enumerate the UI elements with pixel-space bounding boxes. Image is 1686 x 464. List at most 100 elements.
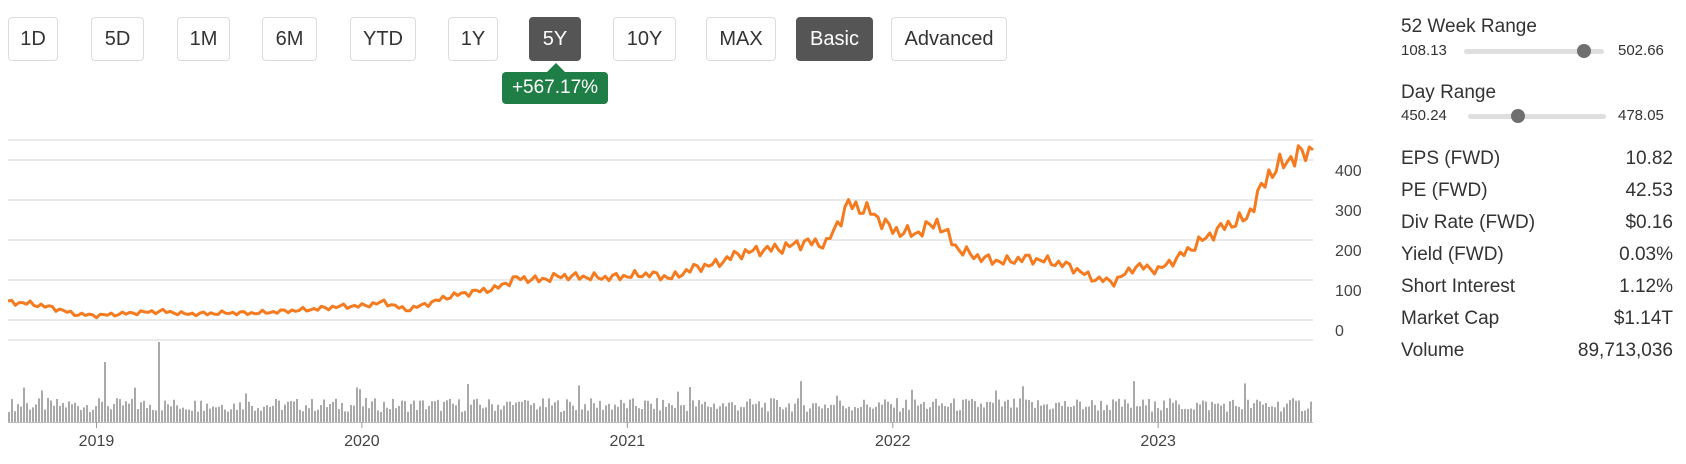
volume-bar [1283, 407, 1285, 422]
range-button-ytd[interactable]: YTD [350, 17, 416, 61]
volume-bar [539, 406, 541, 422]
volume-bar [656, 398, 658, 422]
volume-bar [179, 408, 181, 422]
volume-bar [953, 398, 955, 422]
volume-bar [581, 409, 583, 422]
volume-bar [944, 406, 946, 422]
volume-bar [47, 398, 49, 422]
range-button-6m[interactable]: 6M [262, 17, 317, 61]
volume-bar [1070, 407, 1072, 422]
volume-bar [1079, 401, 1081, 422]
volume-bar [347, 411, 349, 422]
volume-bar [1109, 410, 1111, 422]
volume-bar [1289, 400, 1291, 422]
volume-bar [329, 403, 331, 422]
volume-bar [20, 406, 22, 422]
volume-bar [233, 403, 235, 422]
view-button-advanced[interactable]: Advanced [891, 17, 1007, 61]
range-button-1y[interactable]: 1Y [448, 17, 498, 61]
volume-bar [674, 407, 676, 422]
volume-bar [983, 407, 985, 422]
volume-bar [842, 405, 844, 422]
volume-bar [1130, 407, 1132, 422]
volume-bar [248, 401, 250, 422]
volume-bar [653, 408, 655, 422]
volume-bar [194, 400, 196, 422]
change-badge-pointer [547, 63, 565, 72]
volume-bar [701, 404, 703, 422]
volume-bar [668, 403, 670, 422]
volume-bar [413, 400, 415, 422]
volume-bar [389, 409, 391, 422]
volume-bar [59, 405, 61, 422]
volume-bar [491, 404, 493, 422]
volume-bar [776, 399, 778, 422]
volume-bar [152, 410, 154, 422]
volume-bar [410, 404, 412, 422]
volume-bar [1139, 406, 1141, 422]
view-button-basic[interactable]: Basic [796, 17, 873, 61]
range-button-max[interactable]: MAX [706, 17, 776, 61]
volume-bar [11, 399, 13, 422]
volume-bar [119, 399, 121, 422]
volume-bar [509, 401, 511, 422]
price-chart[interactable]: 0 100 200 300 400 2019 2020 2021 2022 2023 [0, 120, 1380, 464]
volume-bar [1151, 411, 1153, 422]
volume-bar [518, 401, 520, 422]
volume-bar [602, 409, 604, 422]
volume-bar [1172, 402, 1174, 422]
volume-bar [698, 400, 700, 422]
volume-bar [1037, 400, 1039, 422]
volume-bar [923, 402, 925, 422]
volume-bar [356, 387, 358, 422]
volume-bar [455, 405, 457, 422]
volume-bar [662, 399, 664, 422]
volume-bar [1043, 404, 1045, 422]
volume-bar [479, 404, 481, 422]
x-tick-label: 2023 [1140, 433, 1176, 450]
volume-bar [614, 404, 616, 422]
volume-bar [362, 406, 364, 422]
stat-label: Short Interest [1401, 276, 1516, 297]
volume-bar [584, 404, 586, 422]
volume-bar [1217, 403, 1219, 422]
volume-bar [245, 393, 247, 422]
range-button-5d[interactable]: 5D [91, 17, 144, 61]
volume-bar [494, 410, 496, 422]
volume-bar [911, 389, 913, 422]
volume-bar [752, 404, 754, 422]
volume-bar [551, 405, 553, 422]
volume-bar [548, 398, 550, 422]
volume-bar [1304, 410, 1306, 422]
volume-bar [467, 384, 469, 422]
volume-bar [1064, 401, 1066, 422]
stat-row-div-rate: Div Rate (FWD) $0.16 [1401, 207, 1673, 239]
volume-bar [905, 399, 907, 422]
volume-bar [1160, 410, 1162, 422]
volume-bar [1001, 406, 1003, 422]
volume-bar [920, 404, 922, 422]
volume-bar [1301, 411, 1303, 422]
volume-bar [797, 398, 799, 422]
volume-bar [1214, 403, 1216, 422]
volume-bar [530, 405, 532, 422]
volume-bar [443, 401, 445, 422]
volume-bar [857, 408, 859, 422]
volume-bar [1115, 401, 1117, 422]
range-button-1d[interactable]: 1D [8, 17, 58, 61]
volume-bar [395, 408, 397, 422]
range-button-5y[interactable]: 5Y [529, 17, 581, 61]
volume-bar [182, 407, 184, 422]
range-button-10y[interactable]: 10Y [613, 17, 676, 61]
volume-bar [500, 409, 502, 422]
volume-bar [398, 405, 400, 422]
volume-bar [281, 410, 283, 422]
volume-bar [482, 408, 484, 422]
volume-bar [515, 402, 517, 422]
volume-bar [368, 408, 370, 422]
volume-bar [821, 408, 823, 422]
volume-bar [554, 402, 556, 422]
volume-bar [1298, 400, 1300, 422]
range-button-1m[interactable]: 1M [177, 17, 230, 61]
